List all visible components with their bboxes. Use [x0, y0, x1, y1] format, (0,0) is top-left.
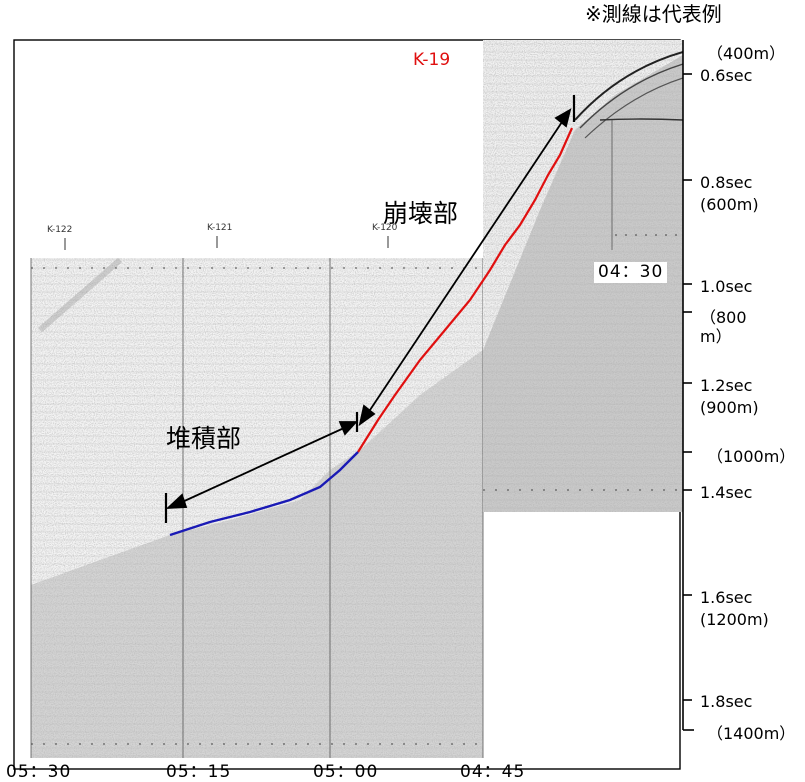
extent-arrows	[165, 108, 572, 510]
scale-1-2sec: 1.2sec	[700, 376, 753, 395]
scale-600m: (600m)	[700, 195, 759, 214]
time-label-0500: 05：00	[313, 762, 379, 782]
scale-1-6sec: 1.6sec	[700, 588, 753, 607]
scale-1-0sec: 1.0sec	[700, 277, 753, 296]
scale-0-6sec: 0.6sec	[700, 66, 753, 85]
line-label-k121: K-121	[207, 223, 233, 233]
deposition-zone-label: 堆積部	[166, 424, 242, 453]
deposition-surface-line	[169, 451, 359, 537]
time-label-0445: 04：45	[460, 762, 526, 782]
time-label-0515: 05：15	[166, 762, 232, 782]
scale-800m: （800 m）	[700, 308, 747, 347]
depth-scale	[682, 40, 694, 731]
scale-0-8sec: 0.8sec	[700, 173, 753, 192]
survey-line-note: ※測線は代表例	[585, 2, 722, 26]
scale-1200m: (1200m)	[700, 610, 769, 629]
seismic-record-left	[30, 258, 484, 758]
collapse-zone-label: 崩壊部	[383, 199, 459, 228]
time-label-0530: 05：30	[6, 762, 72, 782]
scale-900m: (900m)	[700, 398, 759, 417]
time-label-0430: 04：30	[594, 262, 668, 283]
scale-1-8sec: 1.8sec	[700, 692, 753, 711]
line-label-k122: K-122	[47, 225, 73, 235]
scale-400m: （400m）	[707, 44, 786, 63]
scale-1000m: （1000m）	[707, 447, 796, 466]
survey-line-id: K-19	[413, 50, 451, 70]
survey-line-ticks	[64, 236, 389, 250]
line-label-k120: K-120	[372, 223, 398, 233]
scale-1400m: （1400m）	[707, 724, 796, 743]
scale-1-4sec: 1.4sec	[700, 483, 753, 502]
collapse-surface-line	[357, 127, 574, 453]
